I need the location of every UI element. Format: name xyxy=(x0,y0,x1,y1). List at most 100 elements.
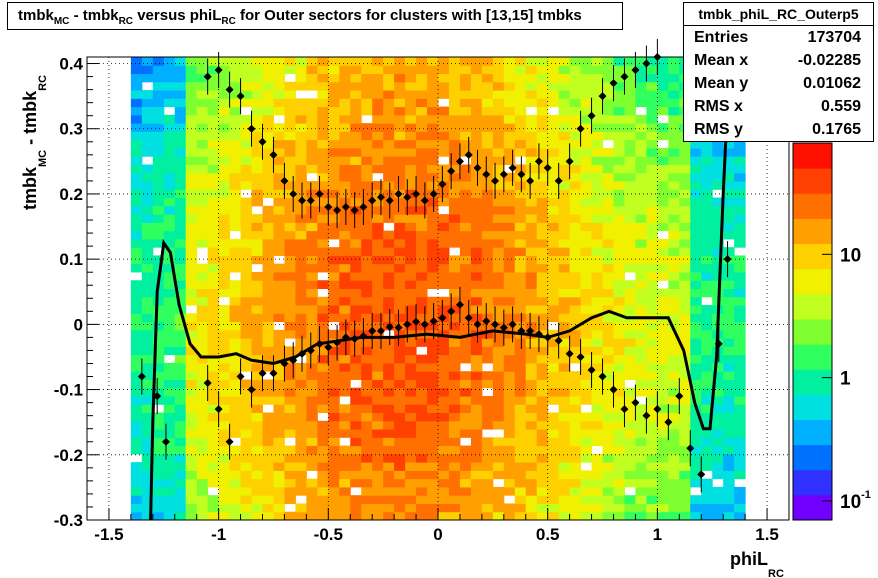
heatmap-cell xyxy=(459,214,472,223)
heatmap-cell xyxy=(591,181,604,190)
heatmap-cell xyxy=(141,131,154,141)
heatmap-cell xyxy=(646,280,658,289)
heatmap-cell xyxy=(207,362,220,372)
heatmap-cell xyxy=(405,321,417,331)
heatmap-cell xyxy=(427,65,439,75)
heatmap-cell xyxy=(723,371,735,380)
heatmap-cell xyxy=(492,123,505,132)
heatmap-cell xyxy=(734,453,746,463)
heatmap-cell xyxy=(569,197,582,207)
heatmap-cell xyxy=(712,404,724,414)
heatmap-cell xyxy=(624,90,636,99)
heatmap-cell xyxy=(438,172,450,182)
heatmap-cell xyxy=(163,172,176,182)
heatmap-cell xyxy=(185,90,198,99)
heatmap-cell xyxy=(657,288,669,298)
heatmap-cell xyxy=(306,453,318,463)
heatmap-cell xyxy=(130,511,143,521)
heatmap-cell xyxy=(679,214,691,223)
heatmap-cell xyxy=(723,362,735,372)
heatmap-cell xyxy=(734,362,746,372)
heatmap-cell xyxy=(317,478,329,488)
heatmap-cell xyxy=(481,338,494,347)
heatmap-cell xyxy=(394,214,406,223)
heatmap-cell xyxy=(218,98,231,108)
heatmap-cell xyxy=(679,181,691,190)
heatmap-cell xyxy=(547,123,560,132)
color-bar-band xyxy=(793,369,832,395)
upper-point xyxy=(376,179,385,216)
heatmap-cell xyxy=(503,404,516,414)
heatmap-cell xyxy=(646,81,658,91)
heatmap-cell xyxy=(130,338,143,347)
heatmap-cell xyxy=(690,371,702,380)
heatmap-cell xyxy=(152,296,165,306)
heatmap-cell xyxy=(339,280,351,289)
heatmap-cell xyxy=(657,362,669,372)
heatmap-cell xyxy=(152,346,165,356)
heatmap-cell xyxy=(185,156,198,165)
heatmap-cell xyxy=(372,98,384,108)
upper-point xyxy=(412,175,421,212)
heatmap-cell xyxy=(492,147,505,157)
heatmap-cell xyxy=(207,123,220,132)
profile-point xyxy=(455,286,464,323)
heatmap-cell xyxy=(207,90,220,99)
data-point xyxy=(620,405,629,414)
heatmap-cell xyxy=(262,57,274,66)
heatmap-cell xyxy=(185,164,198,174)
heatmap-cell xyxy=(448,346,461,356)
heatmap-cell xyxy=(218,462,231,471)
heatmap-cell xyxy=(734,156,746,165)
profile-point xyxy=(214,391,223,428)
heatmap-cell xyxy=(580,205,593,215)
heatmap-cell xyxy=(503,395,516,405)
heatmap-cell xyxy=(448,412,461,422)
heatmap-cell xyxy=(438,123,450,132)
heatmap-cell xyxy=(646,371,658,380)
heatmap-cell xyxy=(470,65,483,75)
heatmap-cell xyxy=(580,354,593,364)
heatmap-cell xyxy=(185,172,198,182)
upper-point xyxy=(341,188,350,225)
heatmap-cell xyxy=(218,263,231,273)
heatmap-cell xyxy=(492,205,505,215)
heatmap-cell xyxy=(196,329,209,339)
heatmap-cell xyxy=(438,453,450,463)
heatmap-cell xyxy=(141,164,154,174)
heatmap-cell xyxy=(251,106,263,116)
data-point xyxy=(620,72,629,81)
heatmap-cell xyxy=(503,338,516,347)
heatmap-cell xyxy=(416,288,428,298)
heatmap-cell xyxy=(339,329,351,339)
heatmap-cell xyxy=(328,288,340,298)
heatmap-cell xyxy=(712,412,724,422)
heatmap-cell xyxy=(372,81,384,91)
heatmap-cell xyxy=(262,65,274,75)
heatmap-cell xyxy=(613,73,625,83)
heatmap-cell xyxy=(372,354,384,364)
heatmap-cell xyxy=(185,371,198,380)
heatmap-cell xyxy=(635,90,647,99)
heatmap-cell xyxy=(690,164,702,174)
heatmap-cell xyxy=(372,296,384,306)
heatmap-cell xyxy=(591,98,604,108)
heatmap-cell xyxy=(328,486,340,496)
heatmap-cell xyxy=(547,379,560,389)
heatmap-cell xyxy=(734,147,746,157)
heatmap-cell xyxy=(470,362,483,372)
heatmap-cell xyxy=(679,255,691,265)
heatmap-cell xyxy=(163,387,176,397)
heatmap-cell xyxy=(580,387,593,397)
heatmap-cell xyxy=(152,172,165,182)
heatmap-cell xyxy=(152,354,165,364)
heatmap-cell xyxy=(514,478,527,488)
upper-point xyxy=(333,192,342,229)
heatmap-cell xyxy=(284,98,296,108)
heatmap-cell xyxy=(350,503,362,513)
heatmap-cell xyxy=(383,57,395,66)
heatmap-cell xyxy=(383,164,395,174)
heatmap-cell xyxy=(251,164,263,174)
heatmap-cell xyxy=(602,238,614,248)
heatmap-cell xyxy=(668,453,680,463)
